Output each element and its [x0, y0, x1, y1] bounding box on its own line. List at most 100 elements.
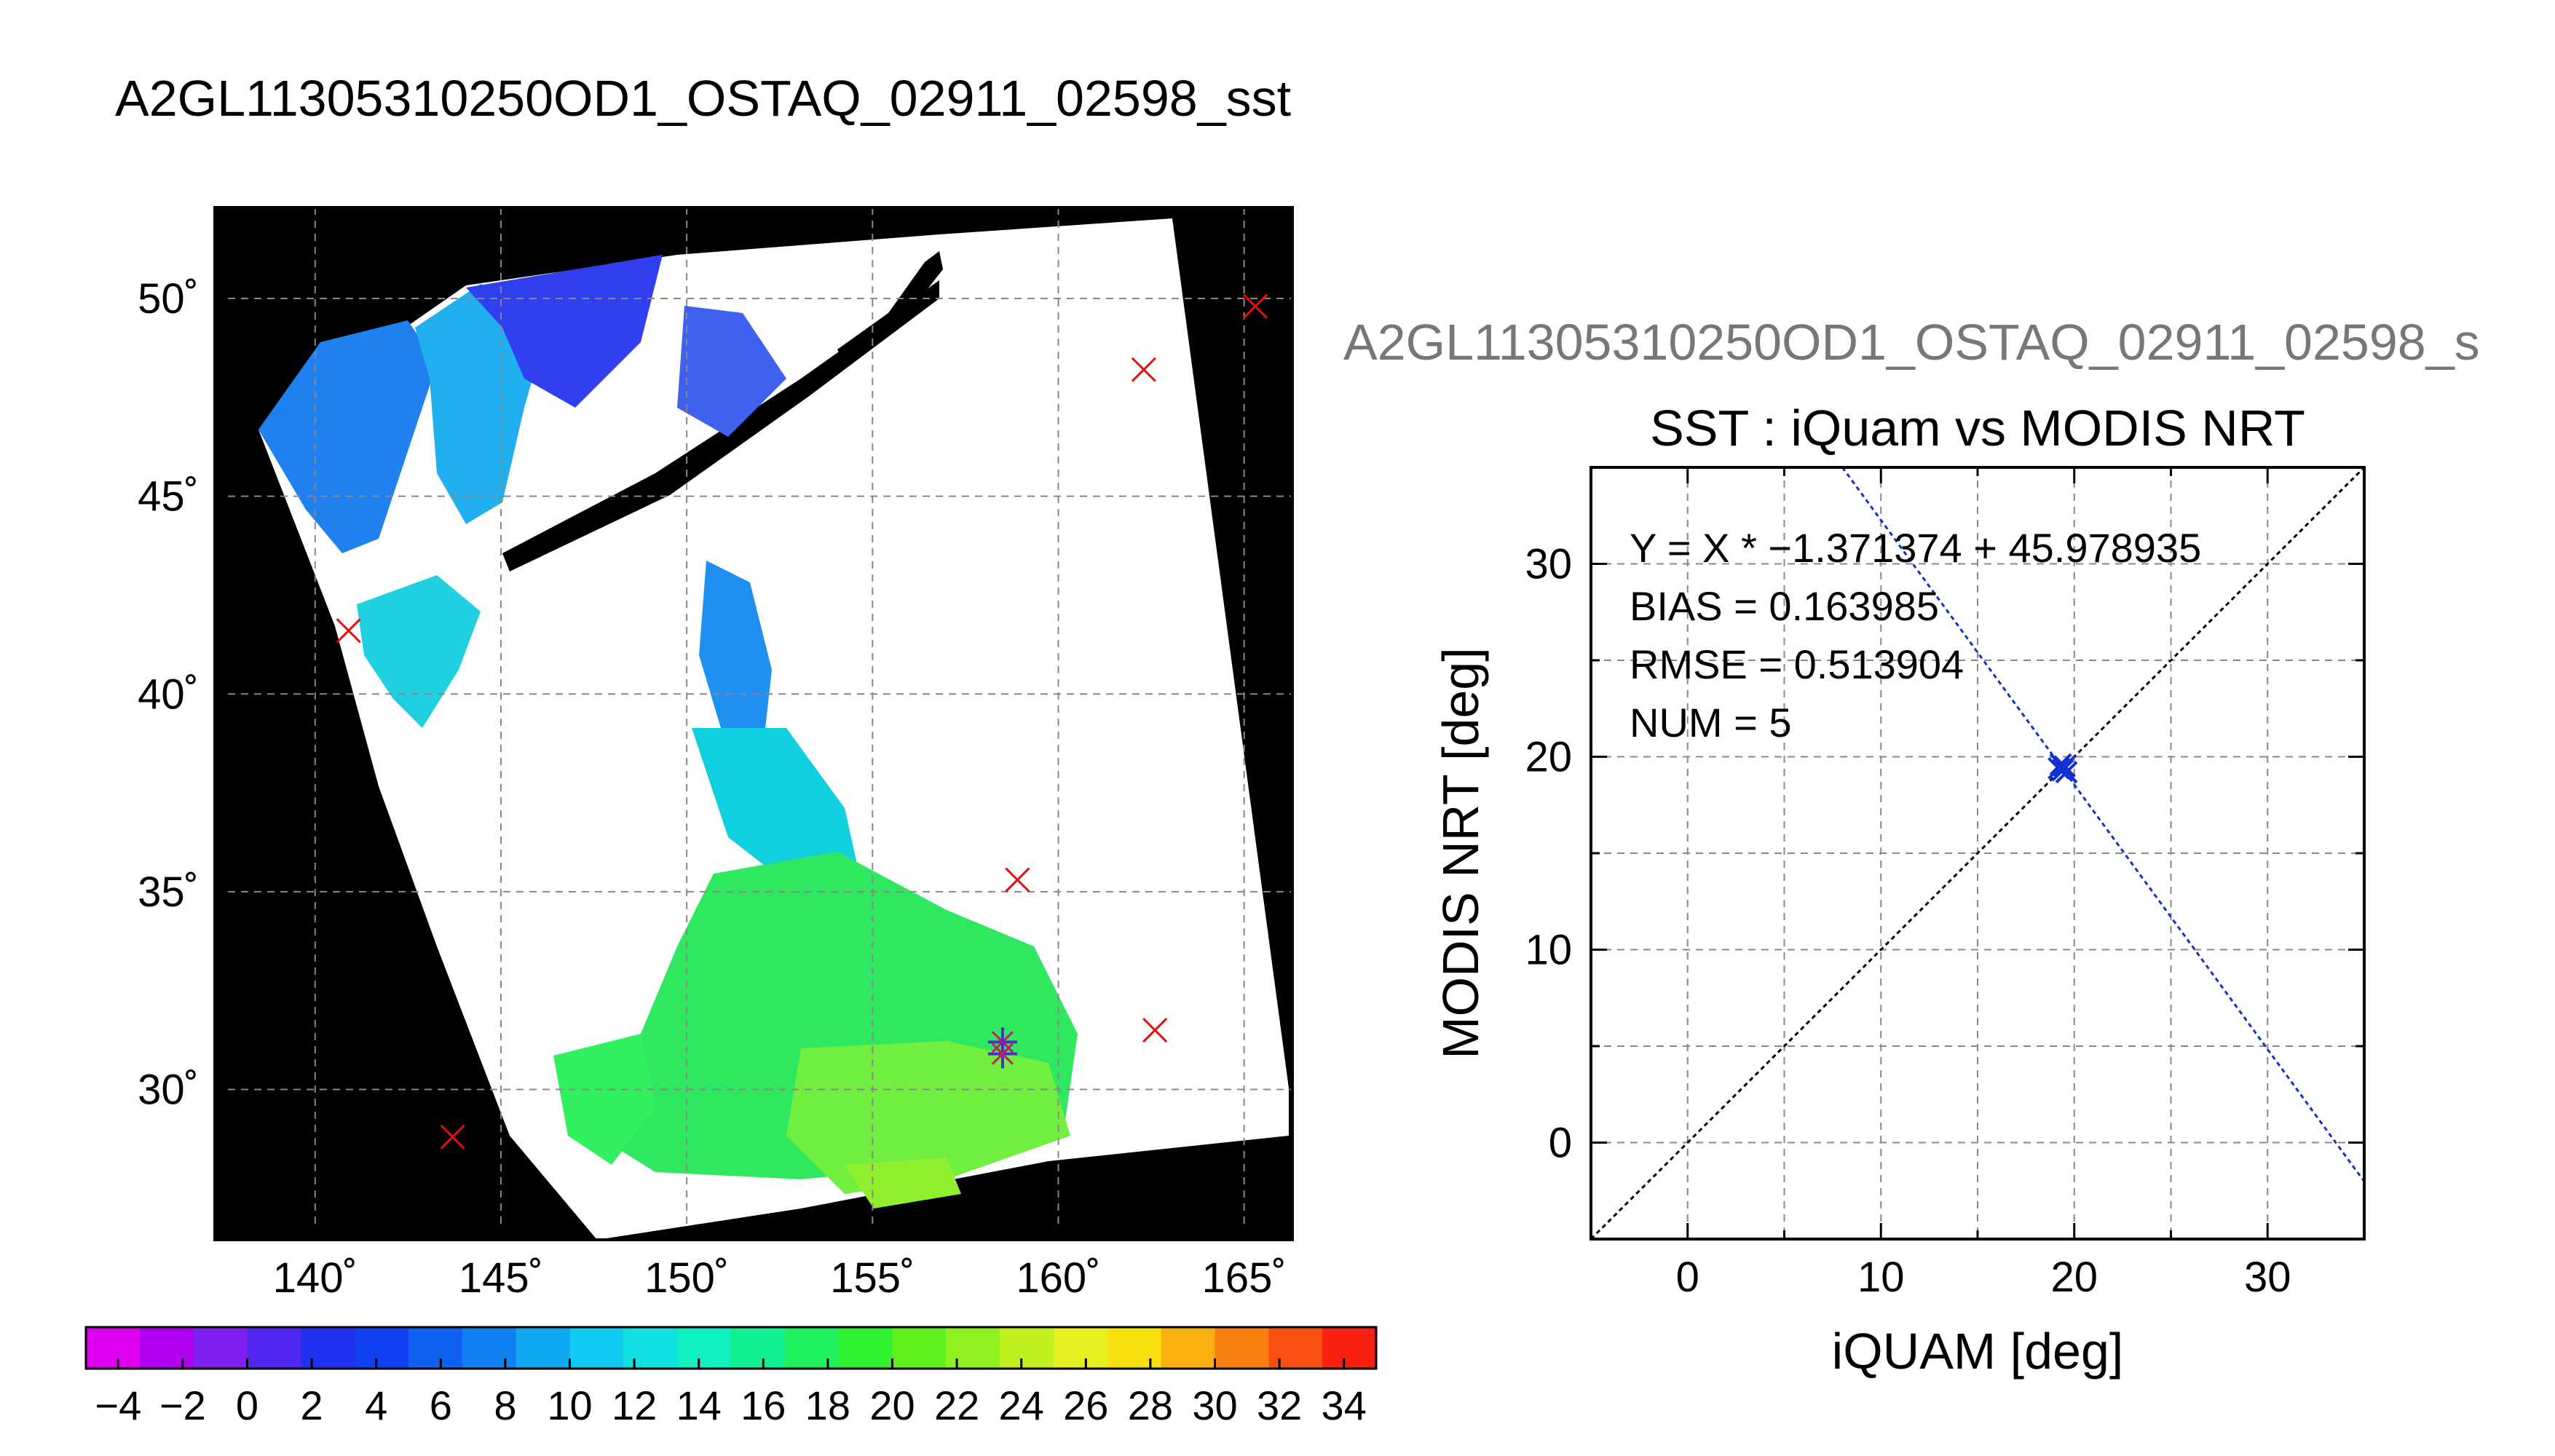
scatter-points	[2047, 753, 2078, 784]
map-frame	[213, 206, 1294, 1241]
scatter-file-title: A2GL11305310250OD1_OSTAQ_02911_02598_s	[1343, 314, 2480, 371]
scatter-ylabel: MODIS NRT [deg]	[1432, 647, 1489, 1059]
matchup-marker	[1142, 1017, 1168, 1043]
map-tick-label-y: 50˚	[138, 275, 199, 323]
colorbar-tick-label: 8	[494, 1382, 516, 1428]
matchup-marker	[1005, 867, 1030, 893]
stat-bias: BIAS = 0.163985	[1630, 583, 1939, 629]
sst-patch-japan-coast	[357, 575, 481, 728]
colorbar-tick-label: 12	[612, 1382, 657, 1428]
colorbar-tick-label: 22	[934, 1382, 979, 1428]
scatter-tick-label-x: 0	[1676, 1254, 1699, 1301]
map-tick-label-x: 150˚	[644, 1254, 729, 1302]
mask-streak-2	[837, 251, 943, 364]
matchup-marker	[336, 618, 361, 644]
colorbar-segment	[1215, 1327, 1269, 1369]
colorbar-segment	[731, 1327, 786, 1369]
map-markers	[336, 293, 1268, 1150]
colorbar-tick-label: 20	[869, 1382, 915, 1428]
colorbar-tick-label: 24	[999, 1382, 1044, 1428]
scatter-title: SST : iQuam vs MODIS NRT	[1650, 400, 2305, 456]
scatter-tick-label-x: 10	[1857, 1254, 1905, 1301]
sst-patch-okhotsk-west	[258, 320, 437, 553]
colorbar-segment	[623, 1327, 678, 1369]
scatter-grid	[1591, 467, 2364, 1239]
colorbar-segment	[301, 1327, 355, 1369]
colorbar-segment	[677, 1327, 732, 1369]
matchup-marker	[440, 1124, 465, 1150]
sst-patch-west-green	[553, 1034, 655, 1165]
colorbar-segment	[516, 1327, 571, 1369]
colorbar-segment	[1322, 1327, 1377, 1369]
colorbar-tick-label: 6	[430, 1382, 452, 1428]
colorbar-tick-label: 18	[805, 1382, 850, 1428]
map-tick-label-y: 40˚	[138, 670, 199, 718]
stat-num: NUM = 5	[1630, 700, 1792, 745]
sst-patch-mid-blue	[699, 561, 772, 735]
map-swath-layer	[258, 218, 1289, 1240]
scatter-tick-label-y: 30	[1525, 541, 1572, 588]
map-tick-label-x: 145˚	[459, 1254, 543, 1302]
colorbar-tick-label: 2	[301, 1382, 323, 1428]
colorbar-tick-label: 4	[365, 1382, 387, 1428]
map-tick-label-y: 35˚	[138, 869, 199, 916]
colorbar-segment	[193, 1327, 248, 1369]
fit-line	[1841, 467, 2366, 1182]
colorbar-segment	[838, 1327, 893, 1369]
colorbar-segment	[1000, 1327, 1054, 1369]
colorbar-tick-label: 34	[1322, 1382, 1367, 1428]
sst-patch-kamchatka	[677, 306, 786, 437]
map-tick-label-x: 165˚	[1202, 1254, 1287, 1302]
colorbar-tick-label: 28	[1128, 1382, 1173, 1428]
page-title: A2GL11305310250OD1_OSTAQ_02911_02598_sst	[115, 70, 1292, 127]
colorbar-segment	[247, 1327, 301, 1369]
colorbar-segment	[946, 1327, 1000, 1369]
colorbar-segment	[355, 1327, 409, 1369]
stat-rmse: RMSE = 0.513904	[1630, 641, 1964, 687]
scatter-tick-label-x: 20	[2050, 1254, 2098, 1301]
map-tick-label-y: 30˚	[138, 1067, 199, 1114]
colorbar-tick-label: 10	[547, 1382, 592, 1428]
matchup-marker	[1242, 293, 1268, 319]
scatter-tick-label-y: 10	[1525, 927, 1572, 974]
colorbar-frame	[84, 1326, 1378, 1370]
colorbar-tick-label: 0	[236, 1382, 258, 1428]
sst-patch-warm-south	[786, 1041, 1070, 1194]
scatter-lines	[1590, 466, 2366, 1241]
sst-patch-far-south	[845, 1158, 961, 1208]
colorbar-segment	[408, 1327, 463, 1369]
colorbar: −4 −2 0 2 4 6 8 10 12 14 16 18 20 22 24 26 28 30 32 34	[84, 1326, 1378, 1428]
map-tick-label-x: 160˚	[1016, 1254, 1100, 1302]
map-tick-label-y: 45˚	[138, 473, 199, 521]
colorbar-segment	[139, 1327, 194, 1369]
map-tick-label-x: 155˚	[830, 1254, 915, 1302]
colorbar-tick-label: 14	[676, 1382, 722, 1428]
colorbar-segment	[1268, 1327, 1323, 1369]
scatter-point	[2053, 755, 2076, 778]
identity-line	[1590, 466, 2366, 1241]
colorbar-segment	[1054, 1327, 1108, 1369]
colorbar-segment	[784, 1327, 840, 1369]
colorbar-tick-label: 16	[741, 1382, 786, 1428]
colorbar-segment	[86, 1327, 141, 1369]
scatter-tick-label-y: 0	[1549, 1120, 1572, 1167]
colorbar-segment	[569, 1327, 624, 1369]
colorbar-segment	[462, 1327, 517, 1369]
stat-equation: Y = X * −1.371374 + 45.978935	[1630, 525, 2201, 571]
matchup-marker	[1131, 357, 1156, 382]
colorbar-tick-label: 30	[1192, 1382, 1237, 1428]
map-grid	[215, 207, 1292, 1240]
scatter-tick-label-y: 20	[1525, 734, 1572, 781]
colorbar-segment	[1107, 1327, 1162, 1369]
scatter-tick-label-x: 30	[2244, 1254, 2291, 1301]
mask-streak-1	[502, 280, 939, 571]
colorbar-tick-label: −2	[159, 1382, 206, 1428]
map-tick-label-x: 140˚	[273, 1254, 358, 1302]
colorbar-tick-label: −4	[95, 1382, 141, 1428]
scatter-xlabel: iQUAM [deg]	[1832, 1323, 2124, 1380]
colorbar-segment	[892, 1327, 947, 1369]
colorbar-tick-label: 26	[1063, 1382, 1108, 1428]
map-ticks: 140˚ 145˚ 150˚ 155˚ 160˚ 165˚ 30˚ 35˚ 40˚ 45˚ 50˚	[138, 275, 1287, 1302]
sst-patch-mid-cyan	[692, 728, 859, 888]
